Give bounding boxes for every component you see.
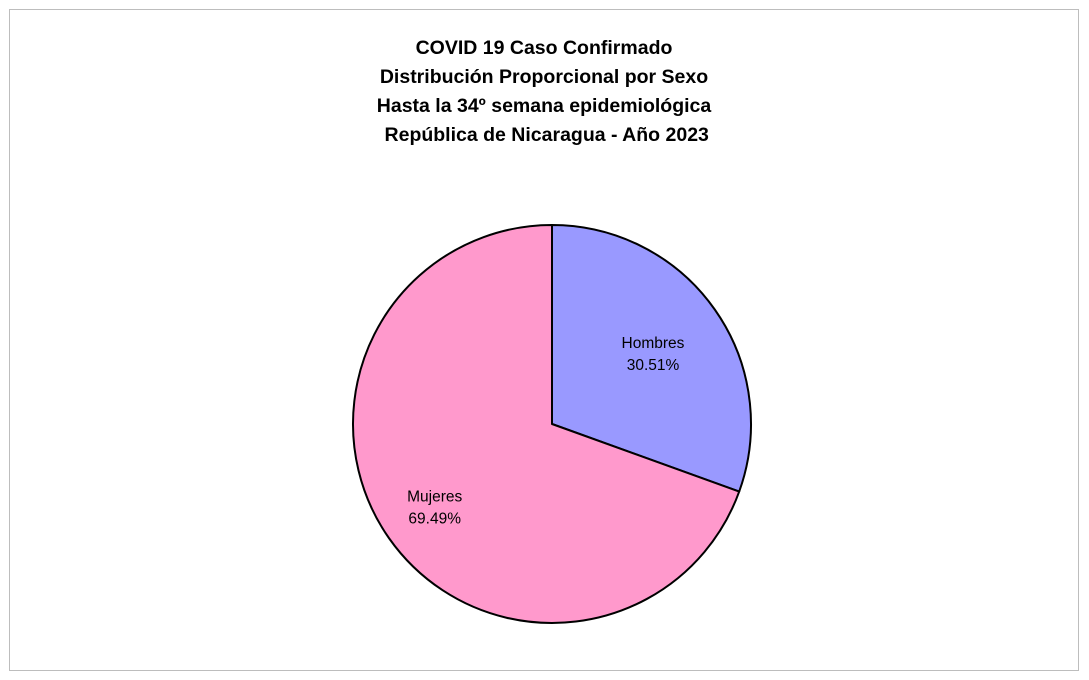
chart-title-line-1: COVID 19 Caso Confirmado: [415, 37, 673, 59]
pie-slice-hombres: [551, 224, 752, 493]
pie-labels: Hombres 30.51% Mujeres 69.49%: [407, 335, 685, 527]
pie-label-hombres: Hombres 30.51%: [622, 335, 685, 374]
chart-title-line-3: Hasta la 34º semana epidemiológica: [376, 95, 712, 117]
pie-label-value: 69.49%: [408, 510, 461, 527]
pie-label-name: Mujeres: [407, 488, 462, 505]
pie-label-name: Hombres: [622, 335, 685, 352]
chart-title: COVID 19 Caso Confirmado Distribución Pr…: [10, 34, 1078, 150]
chart-title-line-4: República de Nicaragua - Año 2023: [379, 124, 709, 146]
pie-label-mujeres: Mujeres 69.49%: [407, 488, 462, 527]
pie-label-value: 30.51%: [627, 357, 680, 374]
chart-title-line-2: Distribución Proporcional por Sexo: [379, 66, 709, 88]
pie-slices: [352, 224, 752, 624]
pie-slice-mujeres: [352, 224, 741, 624]
